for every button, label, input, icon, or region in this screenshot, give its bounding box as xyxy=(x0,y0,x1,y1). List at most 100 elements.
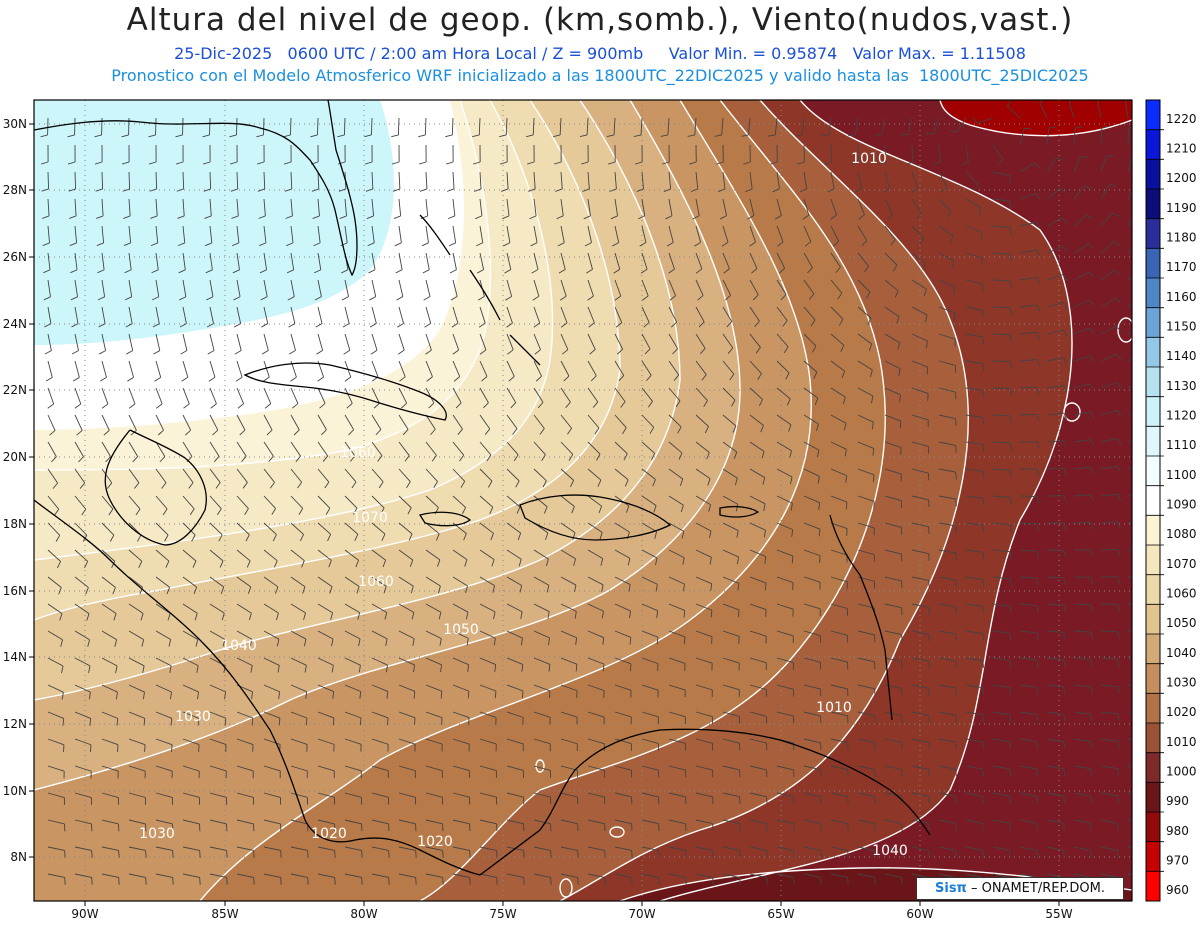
colorbar-label: 970 xyxy=(1166,854,1189,868)
wind-barb xyxy=(803,468,820,484)
wind-barb xyxy=(506,522,522,541)
wind-barb xyxy=(505,279,513,301)
wind-barb xyxy=(236,738,254,752)
wind-barb xyxy=(938,198,952,218)
wind-barb xyxy=(124,279,133,301)
wind-barb xyxy=(398,738,416,752)
wind-barb xyxy=(236,765,254,779)
wind-barb xyxy=(614,603,631,619)
wind-barb xyxy=(749,657,767,671)
wind-barb xyxy=(911,576,930,588)
wind-barb xyxy=(803,414,819,432)
wind-barb xyxy=(614,765,633,778)
wind-barb xyxy=(695,468,711,486)
wind-barb xyxy=(479,846,498,858)
wind-barb xyxy=(614,441,628,461)
colorbar-swatch xyxy=(1146,634,1160,665)
wind-barb xyxy=(992,549,1012,559)
wind-barb xyxy=(317,495,331,515)
wind-barb xyxy=(479,603,496,620)
wind-barb xyxy=(398,603,415,620)
wind-barb xyxy=(71,306,79,328)
lat-label: 10N xyxy=(3,784,27,798)
wind-barb xyxy=(1073,494,1094,502)
wind-barb xyxy=(74,603,90,621)
wind-barb xyxy=(722,630,740,644)
wind-barb xyxy=(398,468,411,489)
wind-barb xyxy=(1073,155,1089,173)
wind-barb xyxy=(1046,357,1068,365)
lon-label: 80W xyxy=(350,907,377,921)
wind-barb xyxy=(128,873,147,885)
wind-barb xyxy=(128,414,137,436)
wind-barb xyxy=(317,549,332,568)
wind-barb xyxy=(202,144,211,165)
wind-barb xyxy=(209,738,227,752)
wind-barb xyxy=(992,387,1013,396)
wind-barb xyxy=(587,387,599,408)
wind-barb xyxy=(614,711,632,725)
wind-barb xyxy=(641,630,659,645)
wind-barb xyxy=(371,657,388,673)
wind-barb xyxy=(479,711,497,725)
wind-barb xyxy=(425,846,444,858)
wind-barb xyxy=(344,711,362,726)
wind-barb xyxy=(506,468,520,488)
wind-barb xyxy=(479,387,489,409)
wind-barb xyxy=(587,765,606,778)
wind-barb xyxy=(614,819,633,831)
wind-barb xyxy=(1100,125,1110,146)
coastline-yucatan xyxy=(104,429,207,546)
wind-barb xyxy=(506,711,524,725)
wind-barb xyxy=(101,603,117,621)
wind-barb xyxy=(803,603,821,617)
wind-barb xyxy=(695,495,712,512)
wind-barb xyxy=(749,711,768,724)
colorbar-swatch xyxy=(1146,218,1160,249)
contour-label: 1010 xyxy=(851,151,887,167)
wind-barb xyxy=(743,144,751,165)
wind-barb xyxy=(341,279,349,301)
contour-line xyxy=(659,100,1073,901)
wind-barb xyxy=(474,171,482,192)
wind-barb xyxy=(1100,657,1120,667)
wind-barb xyxy=(155,873,174,885)
wind-barb xyxy=(263,441,274,462)
contour-label: 1030 xyxy=(139,826,175,842)
wind-barb xyxy=(150,198,158,219)
wind-barb xyxy=(722,495,739,512)
wind-barb xyxy=(124,252,132,274)
wind-barb xyxy=(533,387,544,409)
wind-barb xyxy=(1046,819,1065,831)
wind-barb xyxy=(587,279,594,301)
wind-barb xyxy=(884,765,903,777)
wind-barb xyxy=(317,846,336,858)
wind-barb xyxy=(1127,711,1132,713)
wind-barb xyxy=(1007,100,1021,119)
wind-barb xyxy=(776,495,793,511)
wind-barb xyxy=(992,333,1013,342)
wind-barb xyxy=(398,711,416,726)
wind-barb xyxy=(479,414,491,435)
coastline-jamaica xyxy=(418,511,472,527)
wind-barb xyxy=(317,684,335,699)
wind-barb xyxy=(446,144,454,165)
wind-barb xyxy=(668,468,684,486)
wind-barb xyxy=(472,117,481,138)
wind-barb xyxy=(911,387,929,401)
wind-barb xyxy=(47,576,62,595)
colorbar-label: 1220 xyxy=(1166,112,1197,126)
wind-barb xyxy=(1046,412,1068,420)
wind-barb xyxy=(229,144,238,165)
wind-barb xyxy=(587,522,603,540)
wind-barb xyxy=(206,306,214,328)
wind-barb xyxy=(71,333,79,355)
wind-barb xyxy=(714,117,724,137)
wind-barb xyxy=(236,630,253,647)
lon-label: 75W xyxy=(489,907,516,921)
colorbar-label: 1020 xyxy=(1166,705,1197,719)
wind-barb xyxy=(587,630,605,645)
wind-barb xyxy=(830,306,844,326)
wind-barb xyxy=(479,333,487,355)
wind-barb xyxy=(911,495,930,508)
